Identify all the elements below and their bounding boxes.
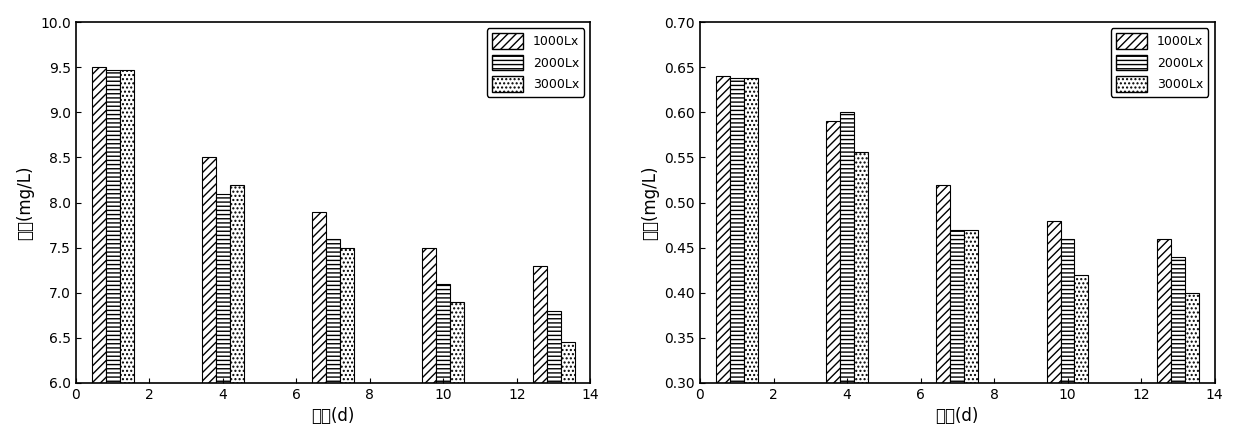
Bar xyxy=(216,194,229,383)
Bar xyxy=(105,70,119,383)
Bar xyxy=(326,239,340,383)
Bar xyxy=(1171,257,1184,383)
Bar xyxy=(839,112,854,383)
Legend: 1000Lx, 2000Lx, 3000Lx: 1000Lx, 2000Lx, 3000Lx xyxy=(486,28,584,97)
Bar xyxy=(450,302,464,383)
Bar xyxy=(950,229,965,383)
Legend: 1000Lx, 2000Lx, 3000Lx: 1000Lx, 2000Lx, 3000Lx xyxy=(1111,28,1208,97)
Bar xyxy=(715,76,730,383)
Bar xyxy=(1157,239,1171,383)
Bar xyxy=(560,343,574,383)
X-axis label: 时间(d): 时间(d) xyxy=(311,408,355,425)
Bar xyxy=(312,212,326,383)
Bar xyxy=(730,78,744,383)
Bar xyxy=(936,184,950,383)
Bar xyxy=(533,266,547,383)
Bar xyxy=(744,78,758,383)
Bar xyxy=(1047,221,1060,383)
Bar xyxy=(92,67,105,383)
Bar xyxy=(826,122,839,383)
Bar xyxy=(547,311,560,383)
Bar xyxy=(119,70,134,383)
X-axis label: 时间(d): 时间(d) xyxy=(935,408,978,425)
Bar xyxy=(340,248,355,383)
Y-axis label: 总氮(mg/L): 总氮(mg/L) xyxy=(16,165,35,240)
Bar xyxy=(854,152,868,383)
Bar xyxy=(1060,239,1075,383)
Bar xyxy=(423,248,436,383)
Bar xyxy=(229,184,244,383)
Bar xyxy=(436,284,450,383)
Bar xyxy=(1075,274,1089,383)
Y-axis label: 总磷(mg/L): 总磷(mg/L) xyxy=(641,165,658,240)
Bar xyxy=(1184,293,1199,383)
Bar xyxy=(202,157,216,383)
Bar xyxy=(965,229,978,383)
